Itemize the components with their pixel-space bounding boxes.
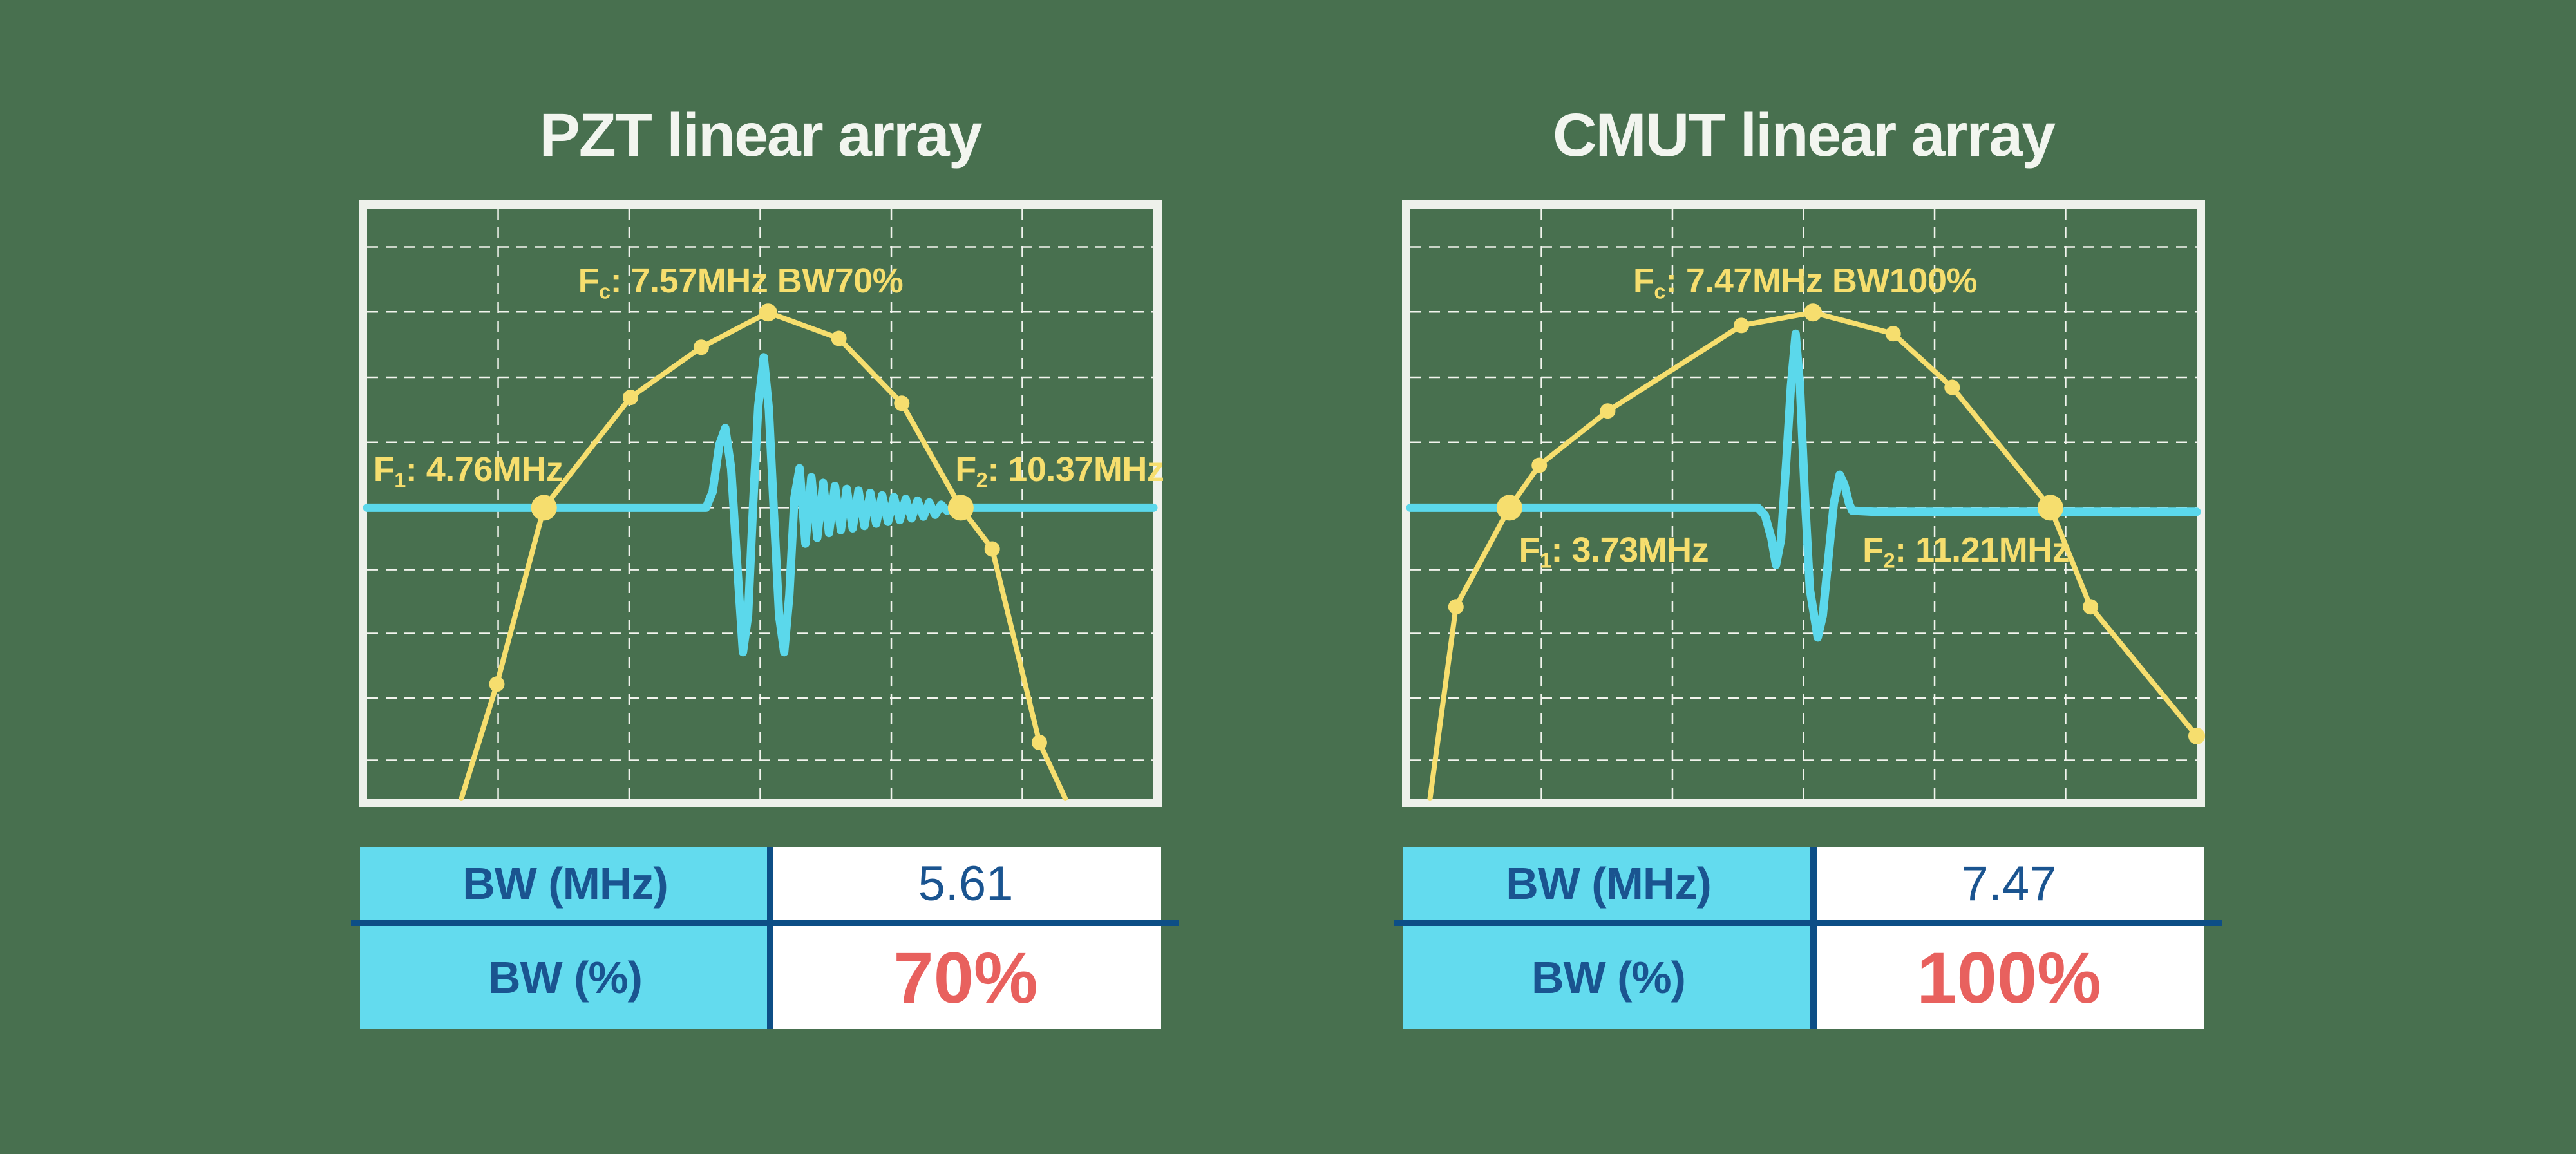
pzt-spectrum-chart: Fc: 7.57MHz BW70% F1: 4.76MHz F2: 10.37MHz — [359, 200, 1164, 807]
f2-annotation: F2: 10.37MHz — [955, 449, 1164, 492]
cmut-spectrum-chart: Fc: 7.47MHz BW100% F1: 3.73MHz F2: 11.21MH… — [1402, 200, 2205, 807]
data-point-dot — [1531, 457, 1548, 473]
grid-lines — [367, 209, 1153, 799]
data-point-dot — [984, 541, 1000, 557]
table-column-divider — [767, 847, 773, 1029]
bw-pct-value: 70% — [770, 926, 1161, 1029]
data-point-dot — [894, 395, 910, 411]
data-point-dot — [531, 495, 557, 521]
data-point-dot — [759, 303, 777, 322]
data-point-dot — [1734, 317, 1750, 334]
fc-annotation: Fc: 7.57MHz BW70% — [578, 261, 904, 303]
data-point-dot — [1031, 734, 1047, 750]
data-point-dot — [1600, 403, 1616, 419]
data-point-dot — [1944, 379, 1960, 395]
bw-pct-value: 100% — [1814, 926, 2204, 1029]
cmut-chart-canvas — [1406, 209, 2205, 801]
table-row: BW (MHz) 5.61 — [360, 847, 1161, 920]
panel-title-cmut: CMUT linear array — [1552, 101, 2056, 169]
pulse-echo-waveform-line — [363, 353, 1158, 657]
data-point-dot — [2188, 727, 2205, 744]
bw-mhz-value: 5.61 — [770, 847, 1161, 920]
table-row: BW (%) 70% — [360, 926, 1161, 1029]
data-point-dot — [1448, 599, 1464, 615]
data-point-dot — [489, 676, 505, 692]
pzt-bandwidth-table: BW (MHz) 5.61 BW (%) 70% — [351, 847, 1179, 1029]
cmut-bandwidth-table: BW (MHz) 7.47 BW (%) 100% — [1394, 847, 2222, 1029]
data-point-dot — [623, 390, 639, 406]
frequency-spectrum-line — [1427, 310, 2199, 801]
bw-mhz-label: BW (MHz) — [360, 847, 770, 920]
f2-annotation: F2: 11.21MHz — [1862, 531, 2070, 572]
table-row-divider — [351, 920, 1179, 926]
bw-pct-label: BW (%) — [360, 926, 770, 1029]
data-point-dot — [1885, 326, 1901, 342]
panel-title-pzt: PZT linear array — [539, 101, 982, 169]
data-point-dot — [1496, 495, 1522, 521]
pzt-chart-canvas — [363, 209, 1158, 801]
table-row: BW (%) 100% — [1403, 926, 2204, 1029]
fc-annotation: Fc: 7.47MHz BW100% — [1633, 261, 1978, 303]
pulse-echo-waveform-line — [1406, 329, 2201, 642]
bw-mhz-value: 7.47 — [1814, 847, 2204, 920]
f1-annotation: F1: 4.76MHz — [373, 449, 564, 492]
f1-annotation: F1: 3.73MHz — [1519, 531, 1709, 572]
data-point-dot — [2037, 495, 2063, 521]
table-column-divider — [1810, 847, 1817, 1029]
bw-mhz-label: BW (MHz) — [1403, 847, 1814, 920]
data-point-dot — [2083, 599, 2099, 615]
bw-pct-label: BW (%) — [1403, 926, 1814, 1029]
table-row: BW (MHz) 7.47 — [1403, 847, 2204, 920]
data-point-dot — [831, 330, 847, 346]
table-row-divider — [1394, 920, 2222, 926]
data-point-dot — [693, 339, 709, 355]
data-point-dot — [947, 495, 974, 521]
frequency-spectrum-line — [459, 310, 1068, 801]
data-point-dot — [1804, 303, 1823, 322]
